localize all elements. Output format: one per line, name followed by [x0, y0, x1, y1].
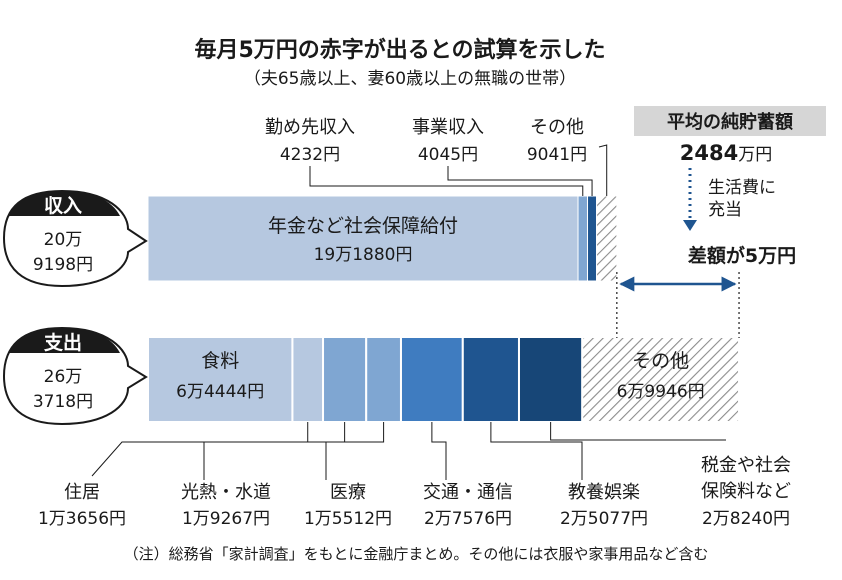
income-leader-2	[447, 166, 593, 196]
income-segment-3	[596, 195, 618, 282]
expense-leader-3	[325, 422, 385, 480]
expense-leader-4	[431, 422, 447, 480]
expense-segment-value-2: 1万9267円	[182, 509, 270, 529]
expense-segment-5	[461, 336, 520, 423]
income-segment-0	[147, 195, 579, 282]
expense-segment-3	[365, 336, 402, 423]
expense-bar	[147, 336, 741, 423]
expense-segment-value-0: 6万4444円	[176, 382, 264, 402]
gap-label: 差額が5万円	[688, 244, 796, 267]
savings-label: 平均の純貯蓄額	[667, 111, 793, 133]
income-label: 収入	[44, 195, 82, 217]
expense-segment-name-1: 住居	[64, 482, 100, 503]
expense-segment-value-3: 1万5512円	[304, 509, 392, 529]
gap-block: 差額が5万円	[616, 244, 796, 338]
expense-segment-value-7: 6万9946円	[617, 382, 705, 402]
expense-label: 支出	[43, 331, 82, 354]
income-segment-2	[587, 195, 598, 282]
expense-leader-5	[490, 422, 583, 480]
savings-label-box	[634, 106, 826, 136]
income-bar	[147, 195, 618, 282]
income-segment-value-3: 9041円	[527, 145, 587, 165]
income-total-callout: 収入 20万 9198円	[2, 189, 148, 288]
expense-segment-name-4: 交通・通信	[423, 482, 513, 503]
savings-value-number: 2484	[680, 141, 738, 165]
income-segment-name-1: 勤め先収入	[265, 117, 355, 138]
income-leader-3	[598, 144, 608, 196]
expense-segment-name-3: 医療	[330, 482, 366, 503]
income-segment-value-2: 4045円	[418, 145, 478, 165]
expense-segment-0	[147, 336, 294, 423]
expense-segment-4	[399, 336, 464, 423]
savings-block: 平均の純貯蓄額 2484万円 生活費に 充当	[634, 106, 826, 231]
expense-leader-1	[91, 422, 309, 477]
expense-segment-2	[322, 336, 368, 423]
income-segment-value-1: 4232円	[280, 145, 340, 165]
expense-total-line-1: 26万	[44, 367, 83, 387]
income-segment-1	[577, 195, 589, 282]
expense-leader-2	[203, 422, 346, 480]
income-segment-name-3: その他	[530, 117, 584, 138]
income-leader-1	[309, 166, 584, 196]
expense-segment-1	[291, 336, 325, 423]
expense-segment-name-line-1-6: 税金や社会	[701, 455, 791, 476]
source-note: （注）総務省「家計調査」をもとに金融庁まとめ。その他には衣服や家事用品など含む	[124, 545, 709, 563]
savings-note-line-2: 充当	[708, 200, 742, 220]
chart-subtitle: （夫65歳以上、妻60歳以上の無職の世帯）	[244, 69, 576, 89]
savings-value-unit: 万円	[738, 145, 772, 165]
expense-segment-name-0: 食料	[201, 350, 239, 372]
expense-segment-value-5: 2万5077円	[560, 509, 648, 529]
expense-segment-name-line-2-6: 保険料など	[701, 481, 791, 502]
income-segment-value-0: 19万1880円	[314, 245, 413, 265]
income-segment-name-0: 年金など社会保障給付	[268, 215, 458, 237]
savings-arrow-head	[683, 220, 697, 231]
expense-segment-value-6: 2万8240円	[702, 509, 790, 529]
income-total-line-1: 20万	[44, 230, 83, 250]
expense-segment-name-7: その他	[632, 350, 689, 372]
income-total-line-2: 9198円	[33, 255, 93, 275]
savings-value: 2484万円	[680, 141, 772, 165]
expense-segment-value-1: 1万3656円	[38, 509, 126, 529]
savings-note-line-1: 生活費に	[708, 178, 776, 198]
expense-total-line-2: 3718円	[33, 392, 93, 412]
expense-segment-name-5: 教養娯楽	[568, 482, 640, 503]
expense-segment-7	[581, 336, 741, 423]
expense-leader-6	[550, 422, 726, 441]
chart-title: 毎月5万円の赤字が出るとの試算を示した	[194, 37, 605, 63]
expense-total-callout: 支出 26万 3718円	[2, 326, 148, 426]
expense-segment-value-4: 2万7576円	[424, 509, 512, 529]
income-segment-name-2: 事業収入	[412, 117, 484, 138]
expense-segment-6	[517, 336, 584, 423]
expense-segment-name-2: 光熱・水道	[181, 482, 271, 503]
income-labels: 年金など社会保障給付 19万1880円 勤め先収入 4232円 事業収入 4045円 その他…	[265, 117, 608, 265]
